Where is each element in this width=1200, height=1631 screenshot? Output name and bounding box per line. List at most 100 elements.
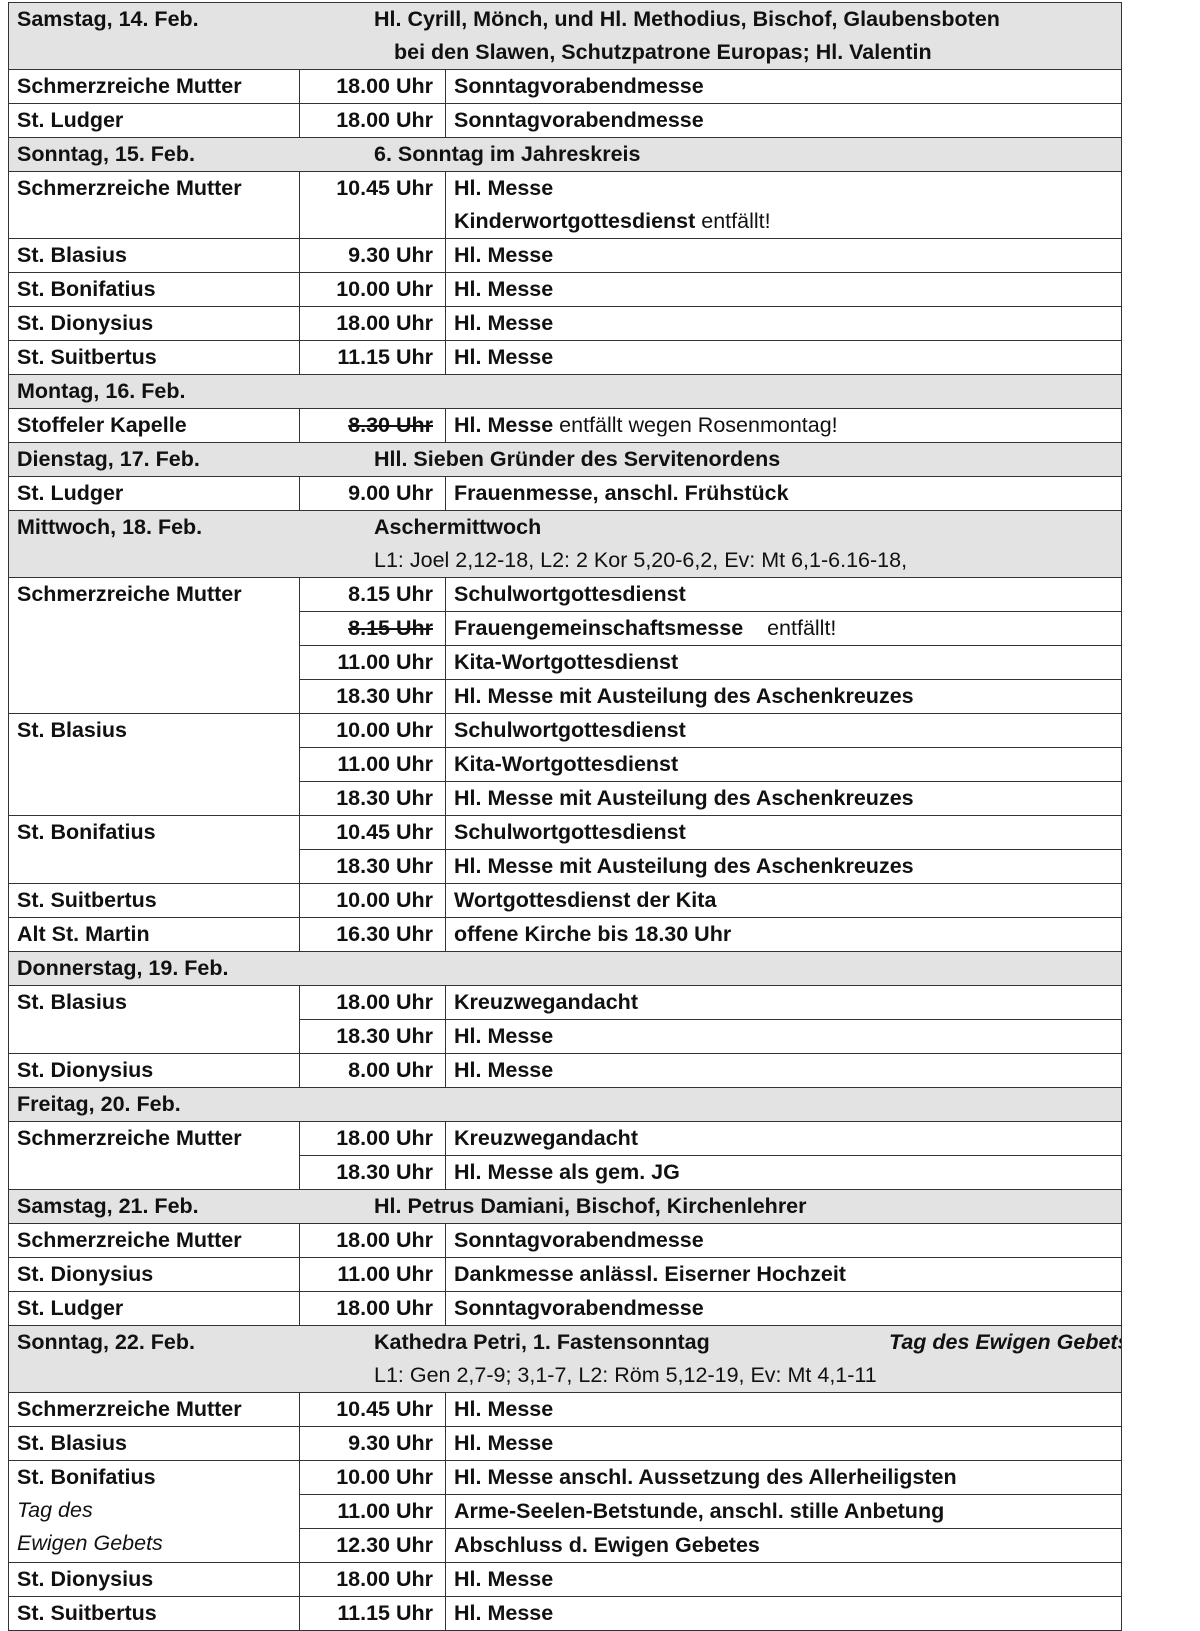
event-note: entfällt wegen Rosenmontag! bbox=[553, 413, 838, 437]
church-cell: St. Bonifatius bbox=[8, 272, 300, 307]
church-cell: Schmerzreiche Mutter bbox=[8, 1392, 300, 1427]
service-time: 12.30 Uhr bbox=[336, 1533, 433, 1557]
church-cell: St. Bonifatius Tag des Ewigen Gebets bbox=[8, 1460, 300, 1563]
church-name: Alt St. Martin bbox=[17, 922, 150, 946]
event-line: Kreuzwegandacht bbox=[454, 1123, 1113, 1155]
event-cell: Hl. Messe bbox=[445, 1596, 1122, 1631]
service-row: St. Suitbertus 10.00 Uhr Wortgottesdienst … bbox=[8, 883, 1122, 918]
event-cell: Hl. Messe Kinderwortgottesdienst entfällt… bbox=[445, 171, 1122, 239]
event-text: Hl. Messe bbox=[454, 1431, 554, 1455]
event-cell: Frauengemeinschaftsmesse entfällt! bbox=[445, 611, 1122, 646]
church-name: St. Dionysius bbox=[17, 1567, 154, 1591]
day-header-row: Donnerstag, 19. Feb. bbox=[8, 951, 1122, 986]
event-line: Hl. Messe bbox=[454, 1055, 1113, 1087]
service-row: Alt St. Martin 16.30 Uhr offene Kirche bis… bbox=[8, 917, 1122, 952]
event-cell: Hl. Messe mit Austeilung des Aschenkreuz… bbox=[445, 781, 1122, 816]
day-header-line: L1: Gen 2,7-9; 3,1-7, L2: Röm 5,12-19, E… bbox=[10, 1359, 1121, 1392]
day-header: Montag, 16. Feb. bbox=[8, 374, 1122, 409]
service-row: St. Dionysius 18.00 Uhr Hl. Messe bbox=[8, 1562, 1122, 1597]
event-text: Hl. Messe bbox=[454, 1567, 554, 1591]
time-cell: 18.30 Uhr bbox=[299, 849, 446, 884]
event-text: Abschluss d. Ewigen Gebetes bbox=[454, 1533, 760, 1557]
church-name: St. Bonifatius bbox=[17, 277, 156, 301]
event-line: Hl. Messe anschl. Aussetzung des Allerhe… bbox=[454, 1462, 1113, 1494]
day-header-line: L1: Joel 2,12-18, L2: 2 Kor 5,20-6,2, Ev… bbox=[10, 544, 1121, 577]
event-cell: Frauenmesse, anschl. Frühstück bbox=[445, 476, 1122, 511]
service-time: 11.00 Uhr bbox=[337, 650, 433, 674]
service-row: St. Suitbertus 11.15 Uhr Hl. Messe bbox=[8, 1596, 1122, 1631]
event-text: Hl. Messe mit Austeilung des Aschenkreuz… bbox=[454, 854, 914, 878]
day-title: Aschermittwoch bbox=[374, 515, 542, 539]
day-header-row: Sonntag, 22. Feb. Kathedra Petri, 1. Fast… bbox=[8, 1325, 1122, 1393]
event-line: Kinderwortgottesdienst entfällt! bbox=[454, 205, 1113, 238]
day-date: Samstag, 21. Feb. bbox=[17, 1194, 199, 1218]
event-text: Kinderwortgottesdienst bbox=[454, 209, 696, 233]
event-text: Hl. Messe bbox=[454, 413, 554, 437]
time-cell: 12.30 Uhr bbox=[299, 1528, 446, 1563]
time-cell: 11.00 Uhr bbox=[299, 747, 446, 782]
event-cell: Hl. Messe bbox=[445, 340, 1122, 375]
time-cell: 10.00 Uhr bbox=[299, 883, 446, 918]
day-title: Hl. Petrus Damiani, Bischof, Kirchenlehr… bbox=[374, 1194, 807, 1218]
time-cell: 18.00 Uhr bbox=[299, 103, 446, 138]
church-name: St. Ludger bbox=[17, 481, 124, 505]
event-text: Schulwortgottesdienst bbox=[454, 820, 686, 844]
service-time: 11.15 Uhr bbox=[337, 1601, 433, 1625]
event-text: Hl. Messe bbox=[454, 1601, 554, 1625]
service-row: St. Blasius 18.00 Uhr Kreuzwegandacht bbox=[8, 985, 1122, 1054]
church-name: St. Blasius bbox=[17, 243, 127, 267]
time-cell: 18.00 Uhr bbox=[299, 1291, 446, 1326]
event-text: Sonntagvorabendmesse bbox=[454, 74, 704, 98]
event-line: Dankmesse anlässl. Eiserner Hochzeit bbox=[454, 1259, 1113, 1291]
service-row: 18.30 Uhr Hl. Messe mit Austeilung des As… bbox=[9, 781, 1122, 816]
event-line: Hl. Messe mit Austeilung des Aschenkreuz… bbox=[454, 851, 1113, 883]
event-cell: Kreuzwegandacht bbox=[445, 1121, 1122, 1156]
service-row: Schmerzreiche Mutter 18.00 Uhr Sonntagvora… bbox=[8, 69, 1122, 104]
event-line: Hl. Messe mit Austeilung des Aschenkreuz… bbox=[454, 783, 1113, 815]
church-name: Schmerzreiche Mutter bbox=[17, 1126, 242, 1150]
event-line: Abschluss d. Ewigen Gebetes bbox=[454, 1530, 1113, 1562]
service-time: 10.45 Uhr bbox=[336, 820, 433, 844]
event-text: Hl. Messe bbox=[454, 345, 554, 369]
event-text: Schulwortgottesdienst bbox=[454, 718, 686, 742]
event-cell: Kreuzwegandacht bbox=[445, 985, 1122, 1020]
event-cell: Hl. Messe mit Austeilung des Aschenkreuz… bbox=[445, 849, 1122, 884]
event-text: Hl. Messe als gem. JG bbox=[454, 1160, 680, 1184]
event-cell: Sonntagvorabendmesse bbox=[445, 1291, 1122, 1326]
event-line: Hl. Messe bbox=[454, 1021, 1113, 1053]
time-cell: 18.00 Uhr bbox=[299, 69, 446, 104]
church-name: St. Blasius bbox=[17, 990, 127, 1014]
event-text: Hl. Messe bbox=[454, 176, 554, 200]
time-cell: 11.00 Uhr bbox=[299, 1257, 446, 1292]
service-time: 16.30 Uhr bbox=[336, 922, 433, 946]
service-time: 18.00 Uhr bbox=[336, 108, 433, 132]
church-note: Ewigen Gebets bbox=[17, 1531, 163, 1555]
event-line: Hl. Messe bbox=[454, 274, 1113, 306]
service-row: Schmerzreiche Mutter 8.15 Uhr Schulwortgot… bbox=[8, 577, 1122, 714]
service-row: 18.30 Uhr Hl. Messe mit Austeilung des As… bbox=[9, 849, 1122, 884]
event-cell: Abschluss d. Ewigen Gebetes bbox=[445, 1528, 1122, 1563]
day-header-line: Sonntag, 22. Feb. Kathedra Petri, 1. Fast… bbox=[10, 1327, 1121, 1360]
service-row: Schmerzreiche Mutter 10.45 Uhr Hl. Messe Ki… bbox=[8, 171, 1122, 239]
event-text: Hl. Messe bbox=[454, 1024, 554, 1048]
event-cell: Arme-Seelen-Betstunde, anschl. stille An… bbox=[445, 1494, 1122, 1529]
event-line: Kreuzwegandacht bbox=[454, 987, 1113, 1019]
church-cell: St. Ludger bbox=[8, 476, 300, 511]
event-text: Hl. Messe bbox=[454, 243, 554, 267]
event-cell: Hl. Messe bbox=[445, 272, 1122, 307]
church-cell: St. Blasius bbox=[8, 713, 300, 816]
church-cell: Schmerzreiche Mutter bbox=[8, 577, 300, 714]
time-cell: 9.30 Uhr bbox=[299, 1426, 446, 1461]
church-name: St. Blasius bbox=[17, 1431, 127, 1455]
day-date: Sonntag, 22. Feb. bbox=[17, 1330, 195, 1354]
day-header: Sonntag, 15. Feb. 6. Sonntag im Jahreskre… bbox=[8, 137, 1122, 172]
time-cell: 18.00 Uhr bbox=[299, 306, 446, 341]
service-row: Schmerzreiche Mutter 18.00 Uhr Sonntagvora… bbox=[8, 1223, 1122, 1258]
event-text: Kita-Wortgottesdienst bbox=[454, 752, 679, 776]
church-cell: Schmerzreiche Mutter bbox=[8, 171, 300, 239]
church-cell: St. Blasius bbox=[8, 238, 300, 273]
service-time: 11.00 Uhr bbox=[337, 752, 433, 776]
event-line: Hl. Messe als gem. JG bbox=[454, 1157, 1113, 1189]
time-cell: 11.00 Uhr bbox=[299, 1494, 446, 1529]
event-note: entfällt! bbox=[743, 616, 837, 640]
